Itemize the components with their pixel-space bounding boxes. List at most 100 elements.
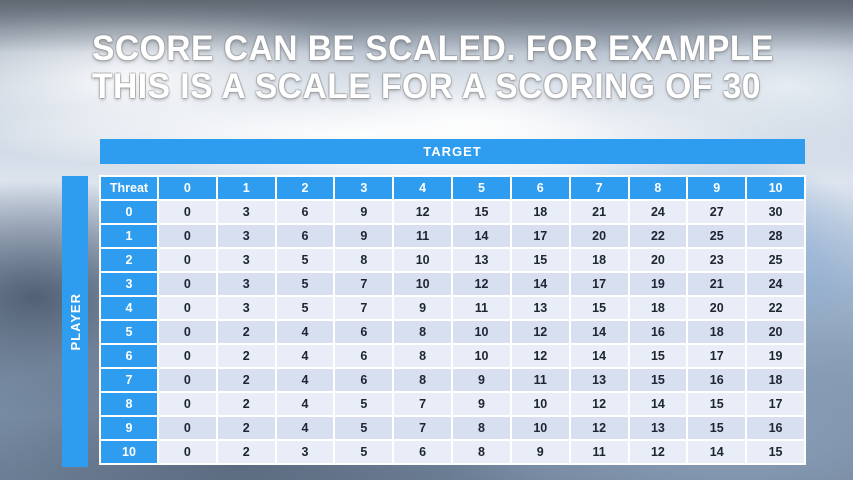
score-cell: 11 <box>392 223 454 249</box>
score-cell: 10 <box>509 415 571 441</box>
score-cell: 24 <box>745 271 806 297</box>
score-cell: 23 <box>686 247 748 273</box>
score-cell: 15 <box>568 295 630 321</box>
score-cell: 8 <box>451 415 512 441</box>
score-cell: 5 <box>333 415 395 441</box>
score-cell: 8 <box>333 247 395 273</box>
table-row: 0 0 3 6 9 12 15 18 21 24 27 30 <box>99 199 806 225</box>
score-cell: 12 <box>509 343 571 369</box>
player-row-header: 3 <box>99 271 159 297</box>
score-cell: 20 <box>627 247 689 273</box>
score-cell: 16 <box>686 367 748 393</box>
table-row: 6 0 2 4 6 8 10 12 14 15 17 19 <box>99 343 806 369</box>
score-cell: 12 <box>627 439 689 465</box>
target-col-header: 10 <box>745 175 806 201</box>
table-row: 10 0 2 3 5 6 8 9 11 12 14 15 <box>99 439 806 465</box>
score-cell: 15 <box>745 439 806 465</box>
score-cell: 14 <box>451 223 512 249</box>
score-cell: 6 <box>333 367 395 393</box>
score-cell: 21 <box>568 199 630 225</box>
table-header-row: Threat 0 1 2 3 4 5 6 7 8 9 10 <box>99 175 806 201</box>
score-cell: 10 <box>451 343 512 369</box>
score-cell: 24 <box>627 199 689 225</box>
score-cell: 7 <box>392 391 454 417</box>
table-row: 4 0 3 5 7 9 11 13 15 18 20 22 <box>99 295 806 321</box>
score-cell: 6 <box>274 223 336 249</box>
score-cell: 3 <box>215 247 277 273</box>
score-cell: 0 <box>157 199 218 225</box>
score-cell: 9 <box>509 439 571 465</box>
score-cell: 0 <box>157 295 218 321</box>
score-cell: 18 <box>627 295 689 321</box>
score-cell: 0 <box>157 343 218 369</box>
score-cell: 17 <box>686 343 748 369</box>
score-cell: 17 <box>509 223 571 249</box>
score-cell: 0 <box>157 367 218 393</box>
score-cell: 15 <box>509 247 571 273</box>
player-row-header: 9 <box>99 415 159 441</box>
score-cell: 12 <box>392 199 454 225</box>
player-row-header: 8 <box>99 391 159 417</box>
table-row: 7 0 2 4 6 8 9 11 13 15 16 18 <box>99 367 806 393</box>
target-axis-header: TARGET <box>100 139 805 164</box>
score-cell: 11 <box>568 439 630 465</box>
score-cell: 5 <box>274 271 336 297</box>
score-cell: 3 <box>215 223 277 249</box>
score-cell: 2 <box>215 343 277 369</box>
score-cell: 18 <box>686 319 748 345</box>
score-cell: 27 <box>686 199 748 225</box>
score-cell: 4 <box>274 343 336 369</box>
score-cell: 2 <box>215 367 277 393</box>
threat-corner-cell: Threat <box>99 175 159 201</box>
table-row: 2 0 3 5 8 10 13 15 18 20 23 25 <box>99 247 806 273</box>
score-cell: 13 <box>509 295 571 321</box>
score-cell: 15 <box>627 343 689 369</box>
score-cell: 12 <box>451 271 512 297</box>
score-cell: 21 <box>686 271 748 297</box>
target-col-header: 0 <box>157 175 218 201</box>
score-cell: 3 <box>215 295 277 321</box>
target-col-header: 3 <box>333 175 395 201</box>
score-cell: 9 <box>451 391 512 417</box>
player-axis-header: PLAYER <box>62 176 88 467</box>
player-row-header: 0 <box>99 199 159 225</box>
score-cell: 10 <box>392 271 454 297</box>
score-cell: 20 <box>745 319 806 345</box>
table-row: 5 0 2 4 6 8 10 12 14 16 18 20 <box>99 319 806 345</box>
score-cell: 13 <box>568 367 630 393</box>
score-cell: 12 <box>509 319 571 345</box>
score-cell: 16 <box>745 415 806 441</box>
score-cell: 10 <box>451 319 512 345</box>
score-cell: 14 <box>509 271 571 297</box>
table-row: 1 0 3 6 9 11 14 17 20 22 25 28 <box>99 223 806 249</box>
player-row-header: 10 <box>99 439 159 465</box>
score-cell: 4 <box>274 319 336 345</box>
score-cell: 14 <box>568 319 630 345</box>
score-cell: 5 <box>274 295 336 321</box>
player-row-header: 1 <box>99 223 159 249</box>
target-axis-label: TARGET <box>423 144 482 159</box>
score-cell: 28 <box>745 223 806 249</box>
slide-title: SCORE CAN BE SCALED. FOR EXAMPLE THIS IS… <box>92 30 774 106</box>
score-cell: 25 <box>745 247 806 273</box>
score-cell: 16 <box>627 319 689 345</box>
score-cell: 5 <box>333 439 395 465</box>
score-cell: 14 <box>627 391 689 417</box>
target-col-header: 8 <box>627 175 689 201</box>
score-cell: 7 <box>392 415 454 441</box>
score-cell: 12 <box>568 415 630 441</box>
target-col-header: 6 <box>509 175 571 201</box>
score-cell: 15 <box>627 367 689 393</box>
score-cell: 22 <box>745 295 806 321</box>
score-cell: 3 <box>215 199 277 225</box>
score-cell: 19 <box>627 271 689 297</box>
score-cell: 15 <box>451 199 512 225</box>
player-row-header: 4 <box>99 295 159 321</box>
score-cell: 7 <box>333 271 395 297</box>
score-cell: 11 <box>509 367 571 393</box>
score-cell: 2 <box>215 391 277 417</box>
score-cell: 4 <box>274 415 336 441</box>
score-cell: 10 <box>392 247 454 273</box>
score-cell: 6 <box>333 343 395 369</box>
